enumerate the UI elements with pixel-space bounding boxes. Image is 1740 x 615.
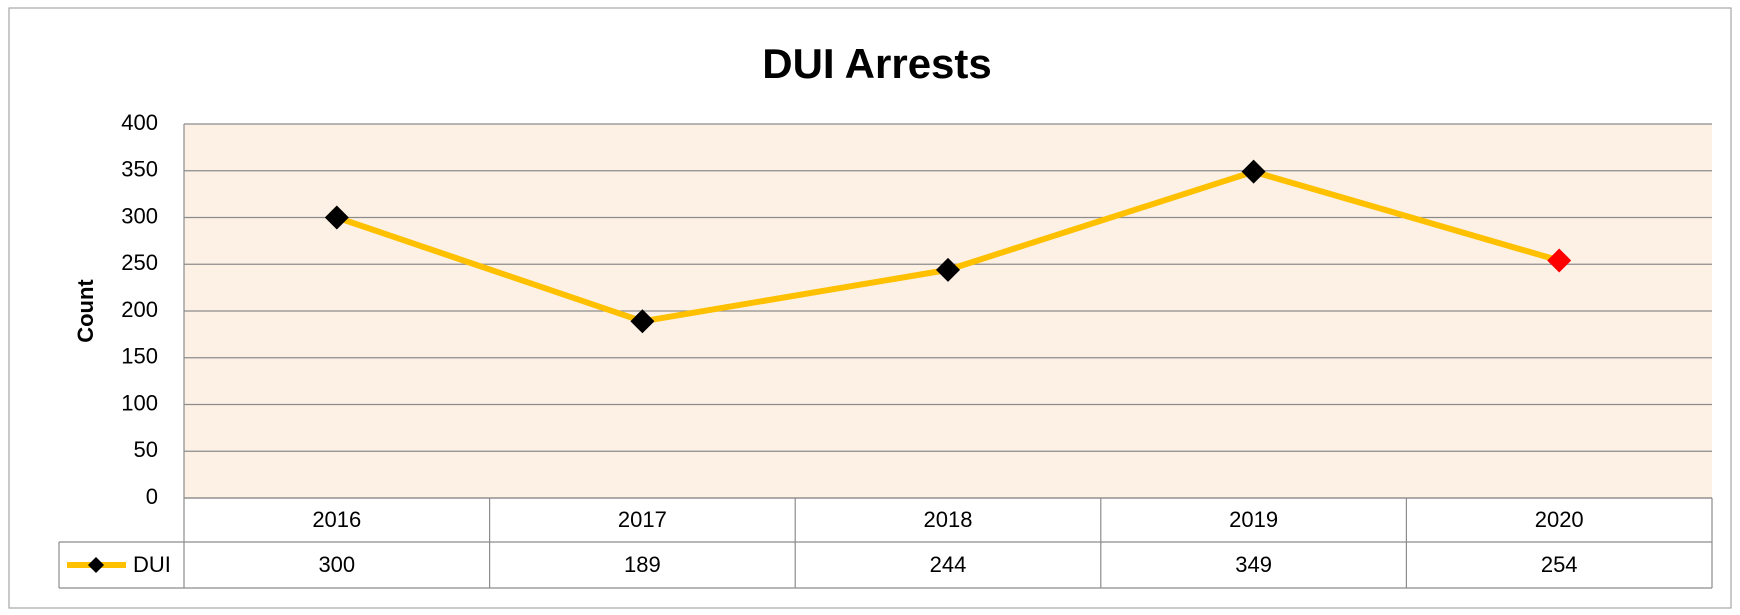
y-tick-label: 0 [146,484,158,509]
y-tick-label: 50 [134,437,158,462]
legend-label: DUI [133,552,171,577]
y-tick-label: 400 [121,110,158,135]
x-tick-label: 2016 [312,507,361,532]
legend-marker [88,557,104,573]
y-tick-label: 250 [121,250,158,275]
table-value: 244 [930,552,967,577]
x-tick-label: 2020 [1535,507,1584,532]
x-tick-label: 2017 [618,507,667,532]
data-marker [936,257,960,282]
chart-title: DUI Arrests [762,40,992,87]
y-tick-label: 150 [121,344,158,369]
table-value: 254 [1541,552,1578,577]
data-marker [630,309,655,334]
y-tick-label: 300 [121,203,158,228]
data-marker [1547,248,1572,273]
x-tick-label: 2019 [1229,507,1278,532]
y-tick-label: 200 [121,297,158,322]
data-marker [1241,159,1266,184]
table-value: 349 [1235,552,1272,577]
table-value: 300 [318,552,355,577]
table-value: 189 [624,552,661,577]
y-axis-label: Count [73,279,98,343]
data-marker [324,205,349,230]
x-tick-label: 2018 [924,507,973,532]
y-tick-label: 100 [121,390,158,415]
y-tick-label: 350 [121,157,158,182]
